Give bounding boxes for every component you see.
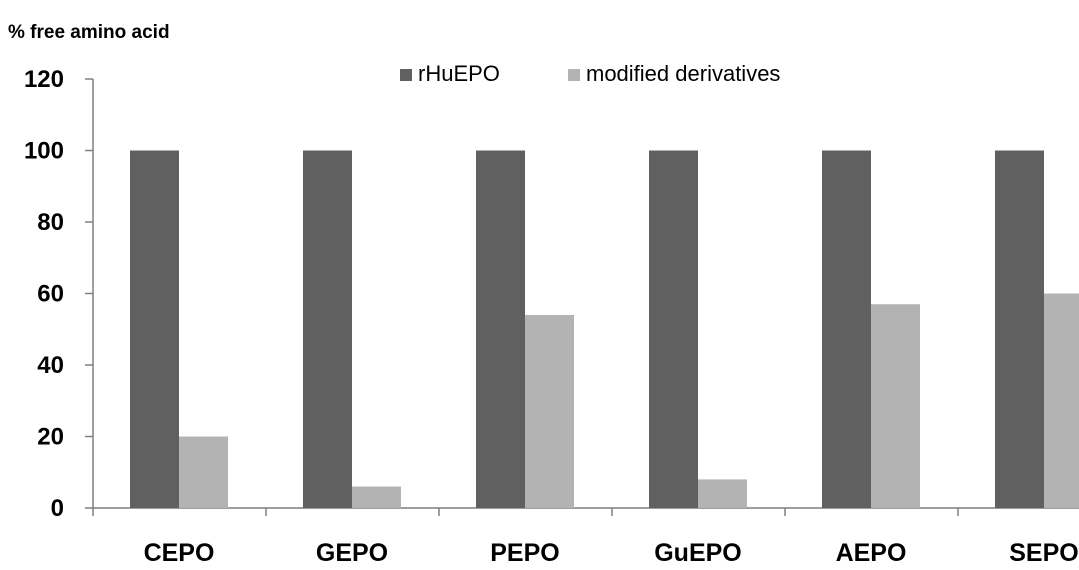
y-axis-label: % free amino acid — [8, 22, 170, 43]
bar-rhuepo-guepo — [649, 150, 698, 508]
bar-rhuepo-sepo — [995, 150, 1044, 508]
x-tick-label: SEPO — [1009, 539, 1078, 567]
x-tick-label: PEPO — [490, 539, 559, 567]
bar-rhuepo-gepo — [303, 150, 352, 508]
y-tick-label: 100 — [24, 138, 64, 165]
legend-entry-label: rHuEPO — [418, 61, 500, 86]
bar-modified-derivatives-gepo — [352, 486, 401, 508]
y-tick-label: 60 — [37, 281, 64, 308]
y-tick-label: 40 — [37, 352, 64, 379]
bars — [130, 150, 1079, 508]
x-tick-labels: CEPO GEPO PEPO GuEPO AEPO SEPO — [144, 539, 1079, 567]
x-tick-label: CEPO — [144, 539, 215, 567]
x-tick-label: AEPO — [836, 539, 907, 567]
bar-modified-derivatives-sepo — [1044, 293, 1079, 508]
y-tick-labels: 0 20 40 60 80 100 120 — [24, 66, 64, 522]
bar-rhuepo-cepo — [130, 150, 179, 508]
bar-modified-derivatives-cepo — [179, 436, 228, 508]
y-tick-label: 80 — [37, 209, 64, 236]
y-tick-label: 120 — [24, 66, 64, 93]
x-tick-label: GEPO — [316, 539, 388, 567]
axes — [85, 78, 1079, 516]
y-tick-label: 0 — [51, 495, 64, 522]
legend-swatch — [568, 69, 580, 81]
legend-swatch — [400, 69, 412, 81]
bar-rhuepo-pepo — [476, 150, 525, 508]
bar-modified-derivatives-aepo — [871, 304, 920, 508]
legend: rHuEPO modified derivatives — [400, 61, 780, 86]
legend-entry-label: modified derivatives — [586, 61, 780, 86]
x-tick-label: GuEPO — [654, 539, 742, 567]
bar-rhuepo-aepo — [822, 150, 871, 508]
y-tick-label: 20 — [37, 424, 64, 451]
bar-modified-derivatives-pepo — [525, 314, 574, 508]
bar-modified-derivatives-guepo — [698, 479, 747, 508]
